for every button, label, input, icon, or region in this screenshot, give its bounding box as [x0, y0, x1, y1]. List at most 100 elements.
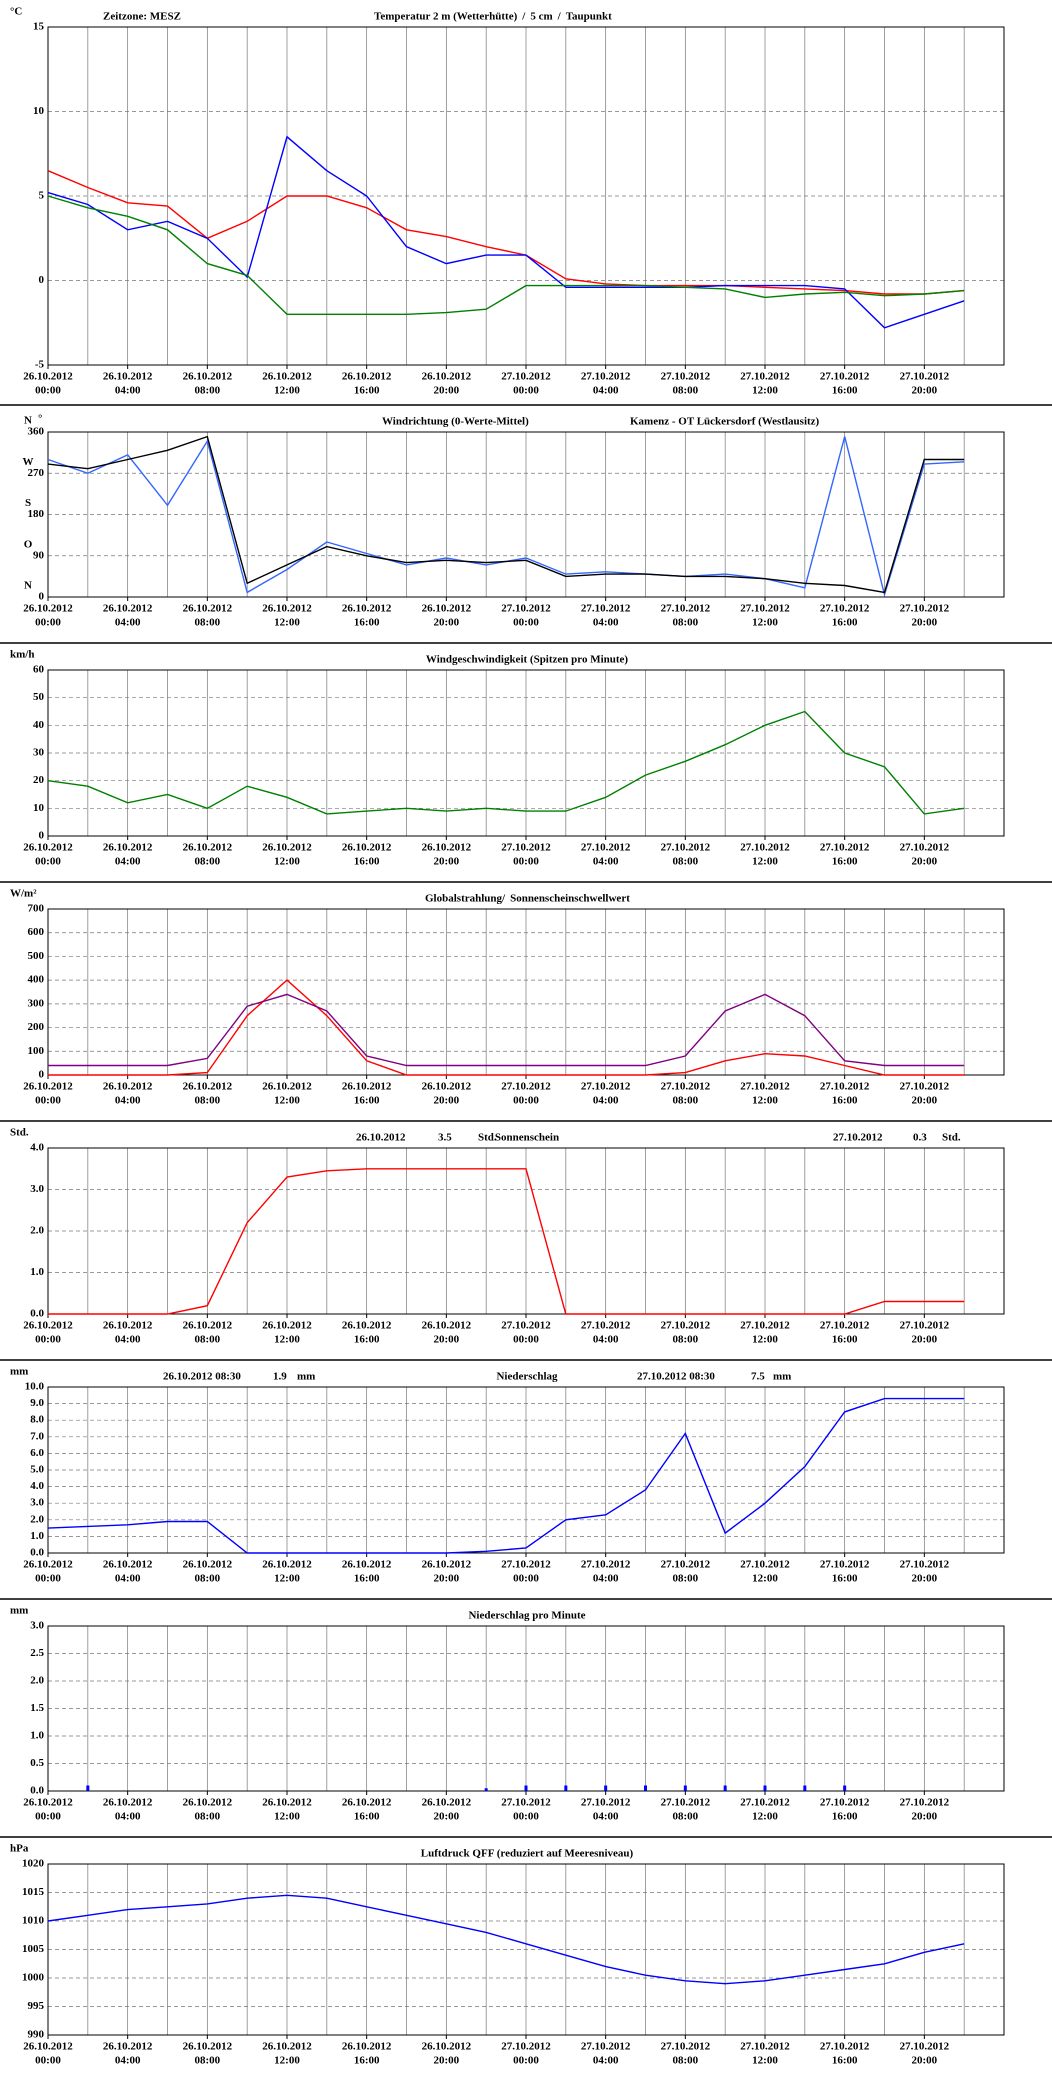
unit-label: km/h: [10, 649, 34, 661]
x-tick-time: 16:00: [354, 1095, 380, 1107]
header-text: /: [521, 11, 526, 23]
x-tick-date: 26.10.2012: [103, 1797, 153, 1809]
y-tick-label: 1015: [22, 1886, 45, 1898]
x-tick-date: 27.10.2012: [900, 842, 950, 854]
y-tick-label: 0.0: [30, 1785, 44, 1797]
y-tick-label: 2.5: [30, 1647, 44, 1659]
y-tick-label: 10: [33, 802, 45, 814]
x-tick-time: 12:00: [274, 617, 300, 629]
x-tick-time: 16:00: [832, 1811, 858, 1823]
direction-label: N: [24, 580, 32, 592]
x-tick-date: 27.10.2012: [501, 1320, 551, 1332]
series-line: [47, 195, 965, 315]
unit-label: mm: [10, 1366, 28, 1378]
x-tick-time: 08:00: [672, 1573, 698, 1585]
x-tick-date: 26.10.2012: [422, 1320, 472, 1332]
x-tick-date: 26.10.2012: [183, 1797, 233, 1809]
x-tick-time: 12:00: [752, 385, 778, 397]
y-tick-label: 3.0: [30, 1497, 44, 1509]
x-tick-time: 00:00: [513, 1095, 539, 1107]
x-tick-time: 20:00: [433, 617, 459, 629]
plot-frame: [47, 669, 1005, 837]
x-tick-time: 04:00: [115, 617, 141, 629]
x-tick-time: 08:00: [672, 856, 698, 868]
y-tick-label: 990: [28, 2029, 45, 2041]
x-tick-time: 00:00: [35, 2055, 61, 2067]
header-text: Luftdruck QFF (reduziert auf Meeresnivea…: [421, 1848, 634, 1860]
direction-label: O: [24, 538, 33, 550]
x-tick-time: 12:00: [274, 1095, 300, 1107]
x-tick-time: 16:00: [832, 385, 858, 397]
x-tick-time: 04:00: [593, 2055, 619, 2067]
x-tick-time: 12:00: [752, 617, 778, 629]
x-tick-date: 27.10.2012: [501, 603, 551, 615]
y-tick-label: 1.5: [30, 1702, 44, 1714]
x-tick-date: 26.10.2012: [23, 1797, 73, 1809]
y-tick-label: 1010: [22, 1915, 45, 1927]
x-tick-date: 27.10.2012: [581, 1081, 631, 1093]
x-tick-date: 26.10.2012: [103, 603, 153, 615]
legend-entry: Temperatur 2 m (Wetterhütte): [374, 11, 518, 23]
x-tick-date: 26.10.2012: [422, 1081, 472, 1093]
x-tick-time: 00:00: [35, 856, 61, 868]
x-tick-time: 12:00: [752, 1811, 778, 1823]
y-tick-label: 270: [28, 467, 45, 479]
bar: [683, 1785, 687, 1791]
x-tick-date: 26.10.2012: [342, 1320, 392, 1332]
x-tick-date: 27.10.2012: [740, 2041, 790, 2053]
series-line: [47, 170, 965, 295]
x-tick-time: 20:00: [433, 1573, 459, 1585]
series-line: [47, 435, 965, 594]
x-tick-time: 00:00: [513, 617, 539, 629]
x-tick-date: 27.10.2012: [820, 371, 870, 383]
x-tick-time: 20:00: [433, 385, 459, 397]
unit-label: W/m²: [10, 888, 37, 900]
x-tick-date: 26.10.2012: [23, 1559, 73, 1571]
series-line: [48, 993, 965, 1067]
x-tick-time: 04:00: [593, 1811, 619, 1823]
y-tick-label: 0: [39, 830, 45, 842]
x-tick-date: 27.10.2012: [740, 1559, 790, 1571]
x-tick-time: 16:00: [354, 1334, 380, 1346]
unit-label: Std.: [10, 1127, 29, 1139]
legend-entry: 5 cm: [530, 11, 552, 23]
x-tick-time: 04:00: [115, 385, 141, 397]
x-tick-time: 04:00: [593, 1095, 619, 1107]
x-tick-time: 16:00: [354, 2055, 380, 2067]
bar: [86, 1785, 90, 1791]
x-tick-time: 04:00: [593, 385, 619, 397]
x-tick-date: 27.10.2012: [501, 842, 551, 854]
x-tick-time: 00:00: [35, 617, 61, 629]
x-tick-date: 27.10.2012: [661, 842, 711, 854]
y-tick-label: 60: [33, 664, 45, 676]
y-tick-label: 360: [28, 426, 45, 438]
x-tick-time: 00:00: [513, 1811, 539, 1823]
x-tick-date: 27.10.2012: [740, 371, 790, 383]
x-tick-date: 27.10.2012: [820, 1797, 870, 1809]
y-tick-label: 5: [39, 190, 45, 202]
x-tick-date: 26.10.2012: [23, 1081, 73, 1093]
y-tick-label: 3.0: [30, 1183, 44, 1195]
x-tick-date: 27.10.2012: [740, 1081, 790, 1093]
series-line: [47, 1894, 965, 1985]
x-tick-date: 27.10.2012: [820, 842, 870, 854]
x-tick-time: 04:00: [115, 2055, 141, 2067]
x-tick-time: 20:00: [911, 1811, 937, 1823]
y-tick-label: 600: [28, 926, 45, 938]
x-tick-time: 08:00: [194, 617, 220, 629]
plot-frame: [47, 431, 1005, 598]
x-tick-date: 27.10.2012: [740, 842, 790, 854]
y-tick-label: 700: [28, 903, 45, 915]
header-text: 3.5: [438, 1132, 452, 1144]
x-tick-time: 16:00: [832, 1334, 858, 1346]
header-text: Globalstrahlung/: [425, 893, 506, 905]
bar: [843, 1785, 847, 1791]
x-tick-time: 12:00: [752, 1095, 778, 1107]
header-text: Sonnenschein: [495, 1132, 559, 1144]
header-text: Std.: [942, 1132, 961, 1144]
x-tick-date: 26.10.2012: [103, 371, 153, 383]
x-tick-date: 26.10.2012: [342, 1797, 392, 1809]
y-tick-label: 6.0: [30, 1447, 44, 1459]
header-text: mm: [297, 1371, 315, 1383]
x-tick-date: 27.10.2012: [581, 1320, 631, 1332]
